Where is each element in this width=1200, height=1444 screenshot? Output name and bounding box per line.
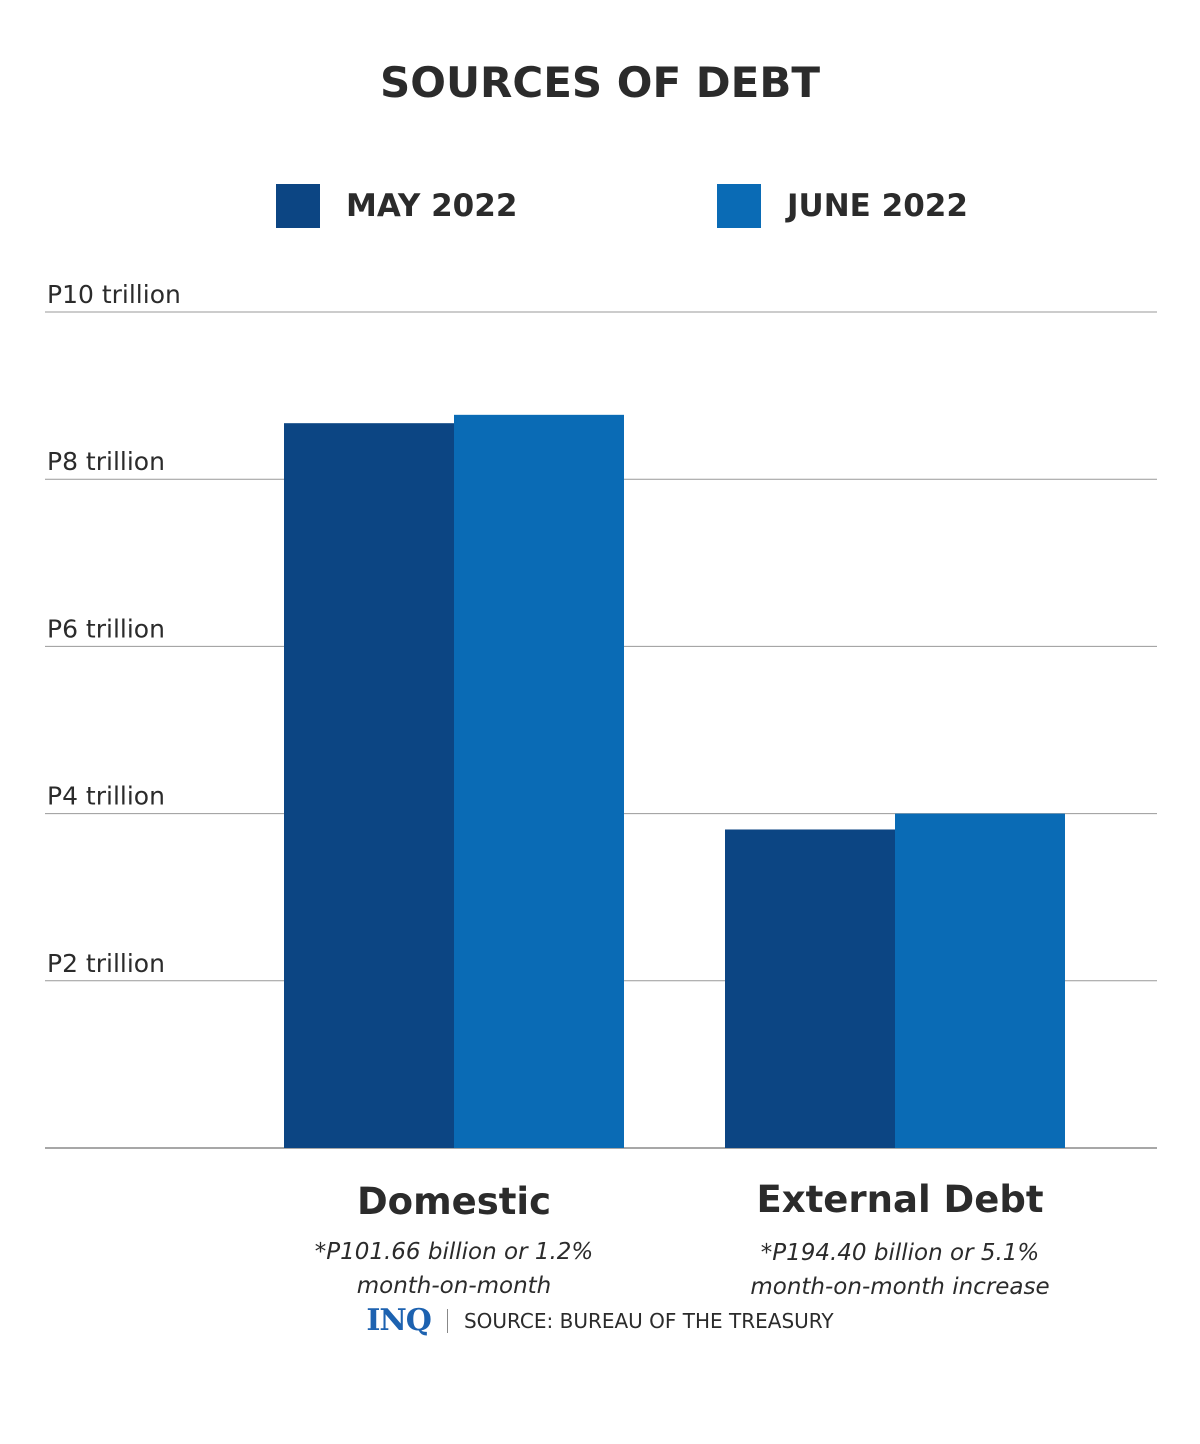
category-note-domestic: *P101.66 billion or 1.2% month-on-month	[274, 1235, 634, 1303]
bar-domestic-may	[284, 423, 454, 1148]
y-tick-label-6: P6 trillion	[47, 614, 165, 643]
footer: INQ SOURCE: BUREAU OF THE TREASURY	[0, 1303, 1200, 1338]
legend-item-june: JUNE 2022	[717, 184, 968, 228]
footer-divider	[446, 1308, 448, 1333]
y-tick-label-10: P10 trillion	[47, 280, 181, 309]
category-label-external-debt: External Debt	[756, 1178, 1044, 1221]
category-label-domestic: Domestic	[356, 1180, 552, 1223]
legend-label-may: MAY 2022	[346, 188, 518, 224]
source-text: SOURCE: BUREAU OF THE TREASURY	[463, 1308, 834, 1333]
legend-swatch-may	[276, 184, 320, 228]
category-note-external-line-2: month-on-month increase	[750, 1274, 1050, 1300]
bar-external-debt-june	[895, 813, 1065, 1148]
y-tick-label-4: P4 trillion	[47, 782, 165, 811]
chart-title: SOURCES OF DEBT	[379, 58, 820, 107]
category-note-external-line-1: *P194.40 billion or 5.1%	[760, 1240, 1040, 1266]
bar-external-debt-may	[725, 829, 895, 1148]
category-note-domestic-line-2: month-on-month	[356, 1273, 552, 1299]
legend-swatch-june	[717, 184, 761, 228]
category-note-domestic-line-1: *P101.66 billion or 1.2%	[314, 1239, 594, 1265]
inq-logo: INQ	[366, 1303, 432, 1338]
bar-domestic-june	[454, 414, 624, 1148]
legend-label-june: JUNE 2022	[787, 188, 968, 224]
y-tick-label-8: P8 trillion	[47, 447, 165, 476]
category-note-external-debt: *P194.40 billion or 5.1% month-on-month …	[700, 1236, 1100, 1304]
y-tick-label-2: P2 trillion	[47, 949, 165, 978]
legend-item-may: MAY 2022	[276, 184, 517, 228]
